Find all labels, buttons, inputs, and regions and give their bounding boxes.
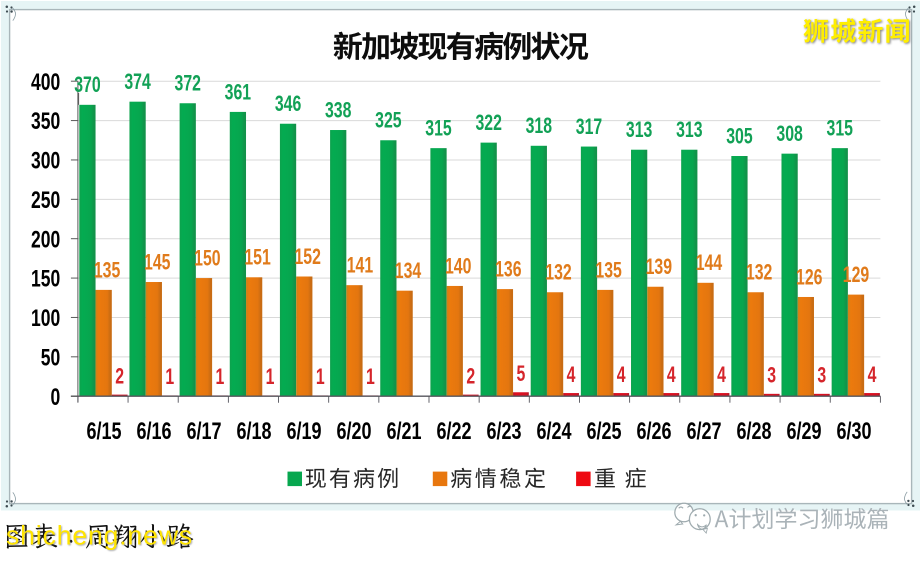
svg-text:1: 1 <box>216 366 225 390</box>
svg-text:150: 150 <box>194 247 220 271</box>
svg-text:0: 0 <box>50 384 60 410</box>
svg-text:305: 305 <box>726 125 753 149</box>
svg-text:141: 141 <box>347 254 374 278</box>
svg-text:1: 1 <box>366 366 375 390</box>
svg-text:126: 126 <box>796 266 822 290</box>
svg-text:317: 317 <box>576 116 602 140</box>
svg-text:322: 322 <box>475 112 501 136</box>
svg-text:145: 145 <box>144 251 171 275</box>
svg-text:315: 315 <box>827 117 854 141</box>
svg-text:6/23: 6/23 <box>486 418 521 444</box>
svg-text:372: 372 <box>175 72 201 96</box>
svg-text:135: 135 <box>595 259 622 283</box>
svg-text:152: 152 <box>294 246 320 270</box>
svg-text:2: 2 <box>115 365 124 389</box>
svg-text:136: 136 <box>495 258 521 282</box>
svg-text:134: 134 <box>395 260 422 284</box>
svg-text:3: 3 <box>817 364 826 388</box>
svg-text:2: 2 <box>466 365 475 389</box>
svg-text:6/26: 6/26 <box>636 418 671 444</box>
svg-text:4: 4 <box>717 363 726 387</box>
svg-text:140: 140 <box>445 255 471 279</box>
svg-text:6/29: 6/29 <box>786 418 821 444</box>
svg-text:361: 361 <box>225 81 252 105</box>
svg-text:132: 132 <box>545 261 571 285</box>
svg-text:250: 250 <box>31 187 60 213</box>
svg-text:1: 1 <box>316 366 325 390</box>
svg-text:6/16: 6/16 <box>136 418 171 444</box>
svg-text:150: 150 <box>31 266 60 292</box>
svg-text:5: 5 <box>516 363 525 387</box>
svg-text:6/19: 6/19 <box>286 418 321 444</box>
svg-text:6/21: 6/21 <box>386 418 421 444</box>
svg-text:6/28: 6/28 <box>736 418 771 444</box>
svg-text:100: 100 <box>31 305 60 331</box>
svg-text:129: 129 <box>843 264 869 288</box>
svg-text:338: 338 <box>325 99 352 123</box>
svg-text:4: 4 <box>617 363 626 387</box>
svg-text:313: 313 <box>676 119 702 143</box>
svg-text:318: 318 <box>526 115 553 139</box>
svg-text:370: 370 <box>74 74 100 98</box>
svg-text:144: 144 <box>696 252 723 276</box>
svg-text:1: 1 <box>165 366 174 390</box>
svg-text:139: 139 <box>646 256 672 280</box>
svg-text:325: 325 <box>375 109 402 133</box>
svg-text:315: 315 <box>425 117 452 141</box>
svg-text:350: 350 <box>31 109 60 135</box>
svg-text:6/17: 6/17 <box>186 418 221 444</box>
svg-text:1: 1 <box>266 366 275 390</box>
svg-text:6/27: 6/27 <box>686 418 721 444</box>
svg-text:4: 4 <box>868 363 877 387</box>
svg-text:400: 400 <box>31 69 60 95</box>
svg-text:3: 3 <box>767 364 776 388</box>
svg-text:shicheng.news: shicheng.news <box>6 521 193 551</box>
svg-text:6/15: 6/15 <box>86 418 121 444</box>
svg-text:50: 50 <box>41 345 60 371</box>
svg-text:200: 200 <box>31 227 60 253</box>
svg-text:374: 374 <box>124 71 151 95</box>
svg-text:6/25: 6/25 <box>586 418 621 444</box>
svg-text:6/20: 6/20 <box>336 418 371 444</box>
svg-text:346: 346 <box>275 93 301 117</box>
svg-text:135: 135 <box>94 259 121 283</box>
svg-text:6/18: 6/18 <box>236 418 271 444</box>
svg-text:151: 151 <box>244 246 271 270</box>
svg-text:308: 308 <box>776 123 803 147</box>
svg-text:6/30: 6/30 <box>836 418 871 444</box>
svg-text:6/22: 6/22 <box>436 418 471 444</box>
svg-text:4: 4 <box>667 363 676 387</box>
svg-text:6/24: 6/24 <box>536 418 571 444</box>
svg-text:132: 132 <box>746 261 772 285</box>
svg-text:300: 300 <box>31 148 60 174</box>
svg-text:313: 313 <box>626 119 652 143</box>
svg-text:4: 4 <box>567 363 576 387</box>
